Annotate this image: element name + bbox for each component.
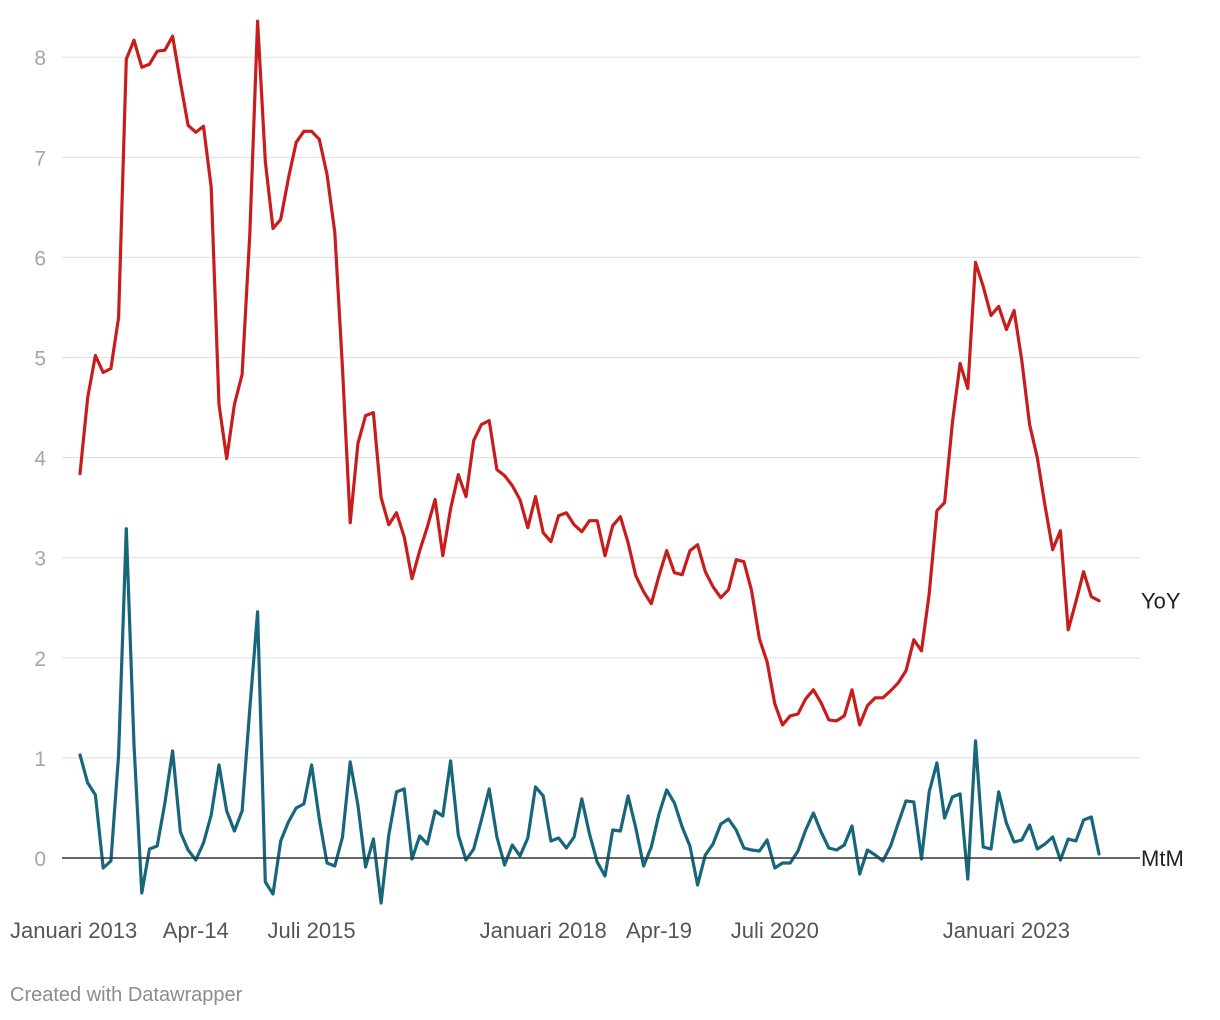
y-tick-label-0: 0	[34, 848, 46, 871]
y-tick-label-6: 6	[34, 247, 46, 270]
y-tick-label-7: 7	[34, 147, 46, 170]
x-tick-label-2014-04: Apr-14	[163, 918, 229, 943]
x-tick-label-2019-04: Apr-19	[626, 918, 692, 943]
x-tick-label-2023-01: Januari 2023	[943, 918, 1070, 943]
x-tick-label-2015-07: Juli 2015	[268, 918, 356, 943]
series-line-yoy	[78, 19, 1101, 727]
series-line-mtm	[78, 527, 1101, 905]
series-label-mtm: MtM	[1141, 846, 1184, 871]
y-tick-label-2: 2	[34, 648, 46, 671]
credit-text: Created with Datawrapper	[10, 984, 243, 1006]
y-tick-label-8: 8	[34, 47, 46, 70]
y-tick-label-3: 3	[34, 548, 46, 571]
y-tick-label-4: 4	[34, 448, 46, 471]
series-label-yoy: YoY	[1141, 589, 1181, 614]
y-tick-label-1: 1	[34, 748, 46, 771]
y-tick-label-5: 5	[34, 348, 46, 371]
x-tick-label-2020-07: Juli 2020	[731, 918, 819, 943]
x-tick-label-2018-01: Januari 2018	[480, 918, 607, 943]
x-tick-label-2013-01: Januari 2013	[10, 918, 137, 943]
